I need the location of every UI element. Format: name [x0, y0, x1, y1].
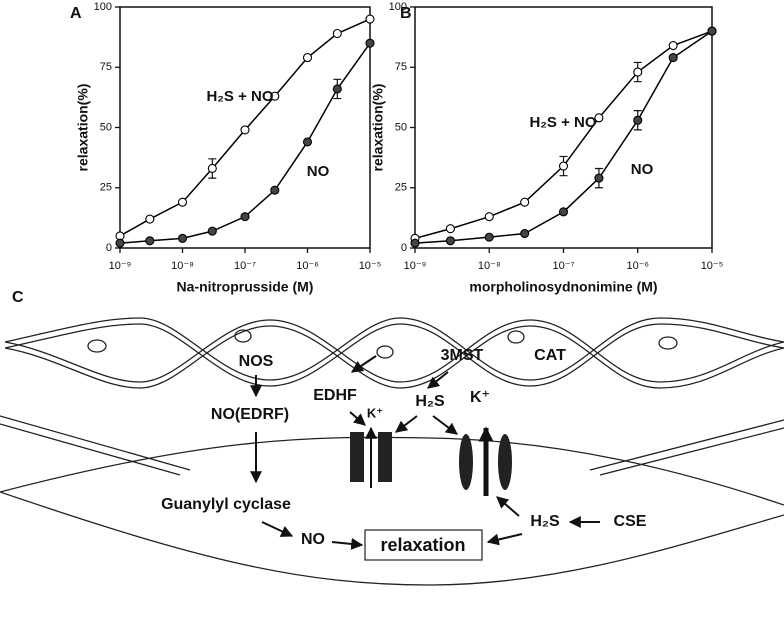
node-k: K⁺ [367, 405, 383, 420]
node-h2s: H₂S [530, 513, 560, 530]
data-point [240, 125, 250, 135]
charts: A 0 25 50 75 100 10⁻⁹ 10⁻⁸ 10⁻⁷ 10⁻⁶ 10⁻⁵ Na-nitrop… [70, 1, 723, 295]
y-tick-label: 0 [106, 242, 112, 254]
node-no-edrf: NO(EDRF) [211, 406, 289, 423]
data-point [145, 236, 155, 246]
data-point [445, 236, 455, 246]
y-tick-label: 0 [401, 242, 407, 254]
series-line [414, 30, 713, 240]
node-guanylyl-cyclase: Guanylyl cyclase [161, 496, 291, 513]
x-tick-label: 10⁻⁸ [171, 260, 194, 272]
data-point [484, 232, 494, 242]
data-point [633, 67, 643, 77]
y-tick-label: 75 [395, 61, 407, 73]
node-k: K⁺ [470, 389, 490, 406]
node-cse: CSE [614, 513, 647, 530]
y-axis-label: relaxation(%) [75, 84, 91, 172]
panel-label: A [70, 5, 82, 22]
node-3mst: 3MST [441, 347, 484, 364]
y-tick-label: 100 [94, 1, 112, 13]
x-tick-label: 10⁻⁶ [296, 260, 319, 272]
data-point [520, 228, 530, 239]
data-point [270, 91, 280, 101]
y-tick-label: 50 [100, 121, 112, 133]
data-point [332, 28, 342, 39]
data-point [240, 212, 250, 222]
x-tick-label: 10⁻⁷ [552, 260, 574, 272]
y-tick-label: 25 [100, 182, 112, 194]
data-point [668, 41, 678, 51]
data-point [207, 163, 217, 174]
data-point [707, 26, 717, 36]
data-point [633, 115, 643, 125]
x-tick-label: 10⁻⁶ [626, 260, 649, 272]
x-tick-label: 10⁻⁵ [359, 260, 382, 272]
data-point [558, 161, 569, 171]
x-tick-label: 10⁻⁵ [701, 260, 724, 272]
series-label: H₂S + NO [529, 114, 596, 131]
data-point [520, 197, 530, 207]
y-tick-label: 75 [100, 61, 112, 73]
data-point [484, 212, 494, 222]
data-point [594, 113, 604, 123]
data-point [365, 38, 375, 48]
y-tick-label: 25 [395, 182, 407, 194]
x-axis-label: morpholinosydnonimine (M) [469, 279, 657, 295]
panel-label: C [12, 289, 24, 306]
data-point [177, 197, 188, 207]
x-tick-label: 10⁻⁸ [478, 260, 501, 272]
data-point [302, 137, 313, 147]
node-cat: CAT [534, 347, 566, 364]
node-no: NO [301, 531, 325, 548]
data-point [145, 214, 155, 224]
series-label: NO [307, 163, 330, 180]
diagram: C NOS NO(EDRF) Guanylyl cyclase NO relax… [0, 289, 784, 586]
data-point [332, 84, 342, 94]
node-h2s: H₂S [415, 393, 445, 410]
data-point [365, 14, 375, 24]
node-relaxation: relaxation [380, 535, 465, 555]
data-point [594, 173, 604, 183]
data-point [668, 53, 678, 63]
data-point [270, 185, 280, 195]
node-nos: NOS [239, 353, 274, 370]
data-point [410, 238, 420, 248]
data-point [207, 226, 217, 236]
y-tick-label: 100 [389, 1, 407, 13]
data-point [177, 233, 188, 243]
data-point [558, 207, 569, 217]
panel-label: B [400, 5, 412, 22]
series-label: NO [631, 161, 654, 178]
series-label: H₂S + NO [206, 88, 273, 105]
data-point [115, 238, 125, 248]
x-axis-label: Na-nitroprusside (M) [177, 279, 314, 295]
data-point [302, 53, 313, 63]
x-tick-label: 10⁻⁹ [404, 260, 427, 272]
y-axis-label: relaxation(%) [370, 84, 386, 172]
x-tick-label: 10⁻⁷ [234, 260, 256, 272]
x-tick-label: 10⁻⁹ [109, 260, 132, 272]
node-edhf: EDHF [313, 387, 357, 404]
y-tick-label: 50 [395, 121, 407, 133]
data-point [445, 224, 455, 234]
